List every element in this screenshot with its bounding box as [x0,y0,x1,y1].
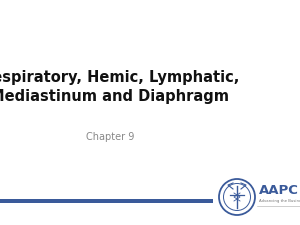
Text: AAPC: AAPC [259,184,299,198]
Text: Respiratory, Hemic, Lymphatic,
Mediastinum and Diaphragm: Respiratory, Hemic, Lymphatic, Mediastin… [0,70,239,104]
Text: Chapter 9: Chapter 9 [86,132,134,142]
Circle shape [224,184,250,211]
Bar [0,199,213,203]
Text: Advancing the Business of Healthcare: Advancing the Business of Healthcare [259,199,300,203]
Circle shape [219,179,255,215]
